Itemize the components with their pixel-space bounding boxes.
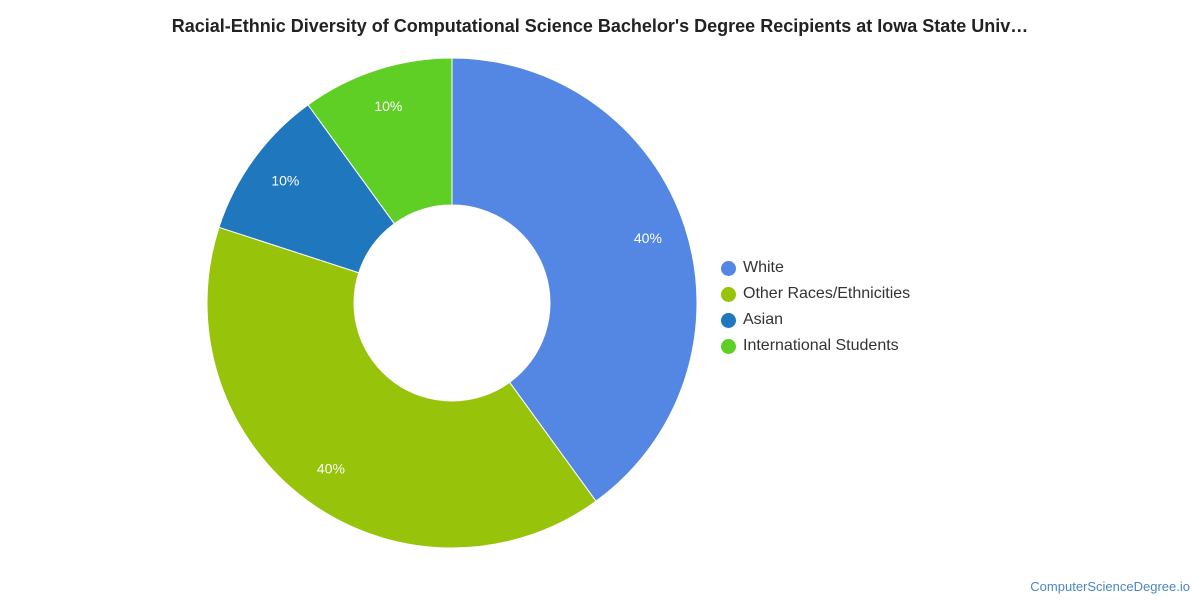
slice-other-races[interactable] [206,226,597,549]
legend-item-international[interactable]: International Students [721,333,910,359]
legend-label-other-races: Other Races/Ethnicities [743,285,911,302]
legend-label-asian: Asian [743,311,784,328]
chart-title: Racial-Ethnic Diversity of Computational… [171,16,1029,36]
legend-label-white: White [743,259,784,276]
legend-swatch-asian [721,312,736,328]
slice-label-international: 10% [374,98,402,114]
legend-item-other-races[interactable]: Other Races/Ethnicities [721,281,910,307]
slice-label-asian: 10% [271,173,299,189]
slice-label-other-races: 40% [317,460,345,476]
slice-international[interactable] [307,57,453,225]
legend-swatch-international [721,338,736,354]
legend-swatch-other-races [721,286,736,302]
legend-item-asian[interactable]: Asian [721,307,910,333]
legend-item-white[interactable]: White [721,255,910,281]
legend-label-international: International Students [743,337,899,354]
slice-label-white: 40% [634,230,662,246]
source-link[interactable]: ComputerScienceDegree.io [1030,579,1190,594]
slice-white[interactable] [451,57,698,502]
legend: White Other Races/Ethnicities Asian Inte… [721,255,910,359]
legend-swatch-white [721,260,736,276]
